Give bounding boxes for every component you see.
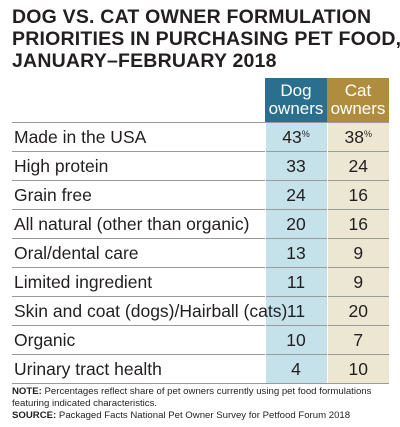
dog-value: 10 (286, 330, 306, 350)
chart-title-line: PRIORITIES IN PURCHASING PET FOOD, (12, 28, 400, 50)
dog-value: 11 (286, 301, 306, 321)
header-dog-line: Dog (280, 81, 312, 100)
header-cat-line: owners (330, 99, 386, 118)
note-line: NOTE: Percentages reflect share of pet o… (12, 386, 394, 410)
cat-value: 16 (348, 185, 368, 205)
cat-value-cell: 10 (326, 354, 389, 384)
table-row: Grain free 24 16 (12, 180, 389, 210)
cat-value: 10 (348, 359, 368, 379)
dog-value: 33 (286, 156, 306, 176)
cat-value: 38 (344, 127, 364, 147)
table-row: Made in the USA 43% 38% (12, 122, 389, 152)
cat-value-cell: 9 (326, 238, 389, 268)
dog-value-cell: 33 (264, 151, 327, 181)
percent-sign: % (301, 129, 310, 139)
row-label: Oral/dental care (12, 238, 265, 268)
source-label: SOURCE: (12, 410, 57, 421)
cat-value: 7 (353, 330, 364, 350)
table-row: Urinary tract health 4 10 (12, 354, 389, 384)
cat-value: 9 (353, 243, 364, 263)
percent-sign: % (363, 129, 372, 139)
dog-value-cell: 4 (264, 354, 327, 384)
header-row: Dog owners Cat owners (12, 78, 389, 123)
cat-value-cell: 16 (326, 180, 389, 210)
footnotes: NOTE: Percentages reflect share of pet o… (12, 386, 394, 422)
row-label: Skin and coat (dogs)/Hairball (cats) (12, 296, 287, 326)
table-row: Organic 10 7 (12, 325, 389, 355)
cat-value-cell: 24 (326, 151, 389, 181)
cat-value-cell: 9 (326, 267, 389, 297)
row-label: Grain free (12, 180, 265, 210)
cat-value-cell: 20 (326, 296, 389, 326)
header-dog-owners: Dog owners (265, 78, 327, 123)
dog-value-cell: 24 (264, 180, 327, 210)
table-row: All natural (other than organic) 20 16 (12, 209, 389, 239)
dog-value-cell: 10 (264, 325, 327, 355)
table-row: High protein 33 24 (12, 151, 389, 181)
note-label: NOTE: (12, 386, 42, 397)
dog-value: 43 (282, 127, 302, 147)
dog-value-cell: 11 (264, 267, 327, 297)
dog-value: 20 (286, 214, 306, 234)
chart-title: DOG VS. CAT OWNER FORMULATION PRIORITIES… (12, 6, 400, 72)
header-blank-cell (12, 78, 265, 123)
dog-value: 24 (286, 185, 306, 205)
row-label: Organic (12, 325, 265, 355)
note-text: Percentages reflect share of pet owners … (12, 386, 372, 409)
table-body: Made in the USA 43% 38% High protein 33 24 Gra… (12, 122, 389, 384)
source-text: Packaged Facts National Pet Owner Survey… (56, 410, 351, 421)
row-label: Limited ingredient (12, 267, 265, 297)
row-label: Made in the USA (12, 122, 265, 152)
dog-value: 11 (286, 272, 306, 292)
header-cat-line: Cat (344, 81, 372, 100)
chart-title-line: DOG VS. CAT OWNER FORMULATION (12, 6, 372, 28)
cat-value: 16 (348, 214, 368, 234)
row-label: High protein (12, 151, 265, 181)
dog-value-cell: 11 (264, 296, 327, 326)
dog-value-cell: 20 (264, 209, 327, 239)
cat-value-cell: 38% (326, 122, 389, 152)
table-row: Limited ingredient 11 9 (12, 267, 389, 297)
cat-value: 20 (348, 301, 368, 321)
table-row: Oral/dental care 13 9 (12, 238, 389, 268)
dog-value-cell: 43% (264, 122, 327, 152)
cat-value: 9 (353, 272, 364, 292)
header-dog-line: owners (268, 99, 324, 118)
source-line: SOURCE: Packaged Facts National Pet Owne… (12, 410, 394, 422)
cat-value-cell: 16 (326, 209, 389, 239)
row-label: Urinary tract health (12, 354, 265, 384)
dog-value: 13 (286, 243, 306, 263)
row-label: All natural (other than organic) (12, 209, 265, 239)
cat-value-cell: 7 (326, 325, 389, 355)
data-table: Dog owners Cat owners Made in the USA 43%… (12, 78, 389, 384)
header-cat-owners: Cat owners (327, 78, 389, 123)
table-row: Skin and coat (dogs)/Hairball (cats) 11 20 (12, 296, 389, 326)
dog-value: 4 (291, 359, 301, 379)
dog-value-cell: 13 (264, 238, 327, 268)
cat-value: 24 (348, 156, 368, 176)
chart-title-line: JANUARY–FEBRUARY 2018 (12, 50, 277, 72)
